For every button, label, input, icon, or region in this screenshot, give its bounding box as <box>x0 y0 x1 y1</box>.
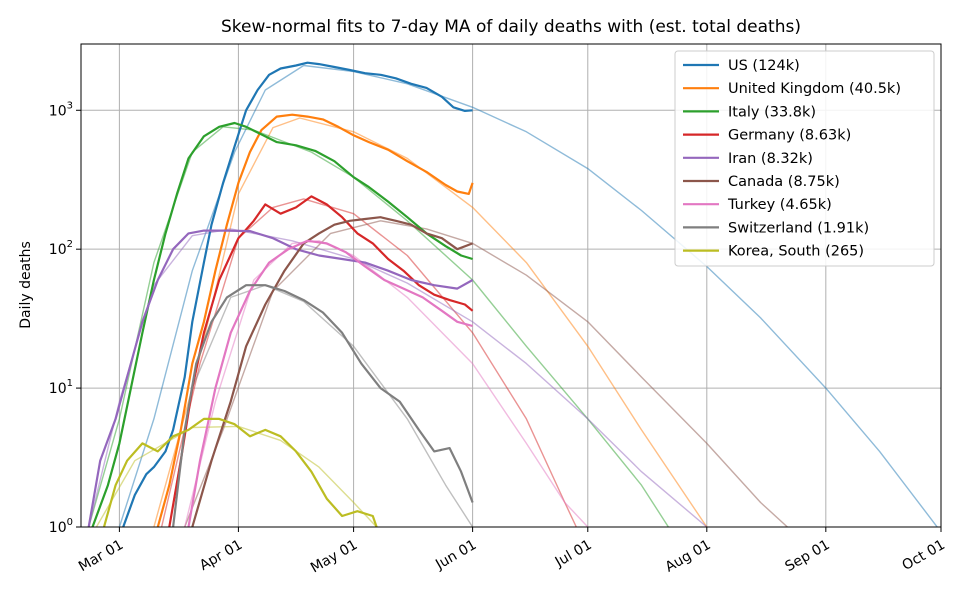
y-tick-label: 101 <box>49 378 73 397</box>
legend-label: Turkey (4.65k) <box>727 197 832 213</box>
actual-line <box>168 195 474 527</box>
actual-line <box>191 216 473 527</box>
legend-box <box>674 50 935 267</box>
legend-label: Iran (8.32k) <box>728 151 813 167</box>
fit-line <box>88 126 669 527</box>
actual-line <box>156 113 474 527</box>
fit-line <box>184 240 589 527</box>
fit-line <box>153 117 708 527</box>
y-tick-label: 103 <box>49 100 73 119</box>
legend-label: US (124k) <box>728 58 800 74</box>
fit-line <box>168 284 474 527</box>
legend-label: United Kingdom (40.5k) <box>728 81 901 97</box>
actual-curves <box>87 61 474 527</box>
y-axis-ticks: 100 101 102 103 <box>49 100 81 536</box>
legend-label: Switzerland (1.91k) <box>728 220 869 236</box>
actual-line <box>187 239 473 527</box>
actual-line <box>87 229 474 527</box>
actual-line <box>91 121 473 527</box>
actual-line <box>122 61 473 527</box>
legend-label: Italy (33.8k) <box>728 104 816 120</box>
fit-line <box>160 198 577 527</box>
plot-frame <box>80 43 942 528</box>
legend-label: Canada (8.75k) <box>728 174 840 190</box>
actual-line <box>102 417 378 527</box>
chart-title: Skew-normal fits to 7-day MA of daily de… <box>221 17 801 37</box>
legend-label: Korea, South (265) <box>728 244 864 260</box>
legend-label: Germany (8.63k) <box>728 128 851 144</box>
legend: US (124k) United Kingdom (40.5k) Italy (33… <box>674 50 935 267</box>
y-tick-label: 102 <box>49 239 73 258</box>
actual-line <box>172 284 474 527</box>
y-tick-label: 100 <box>49 517 73 536</box>
y-axis-label: Daily deaths <box>18 241 34 329</box>
